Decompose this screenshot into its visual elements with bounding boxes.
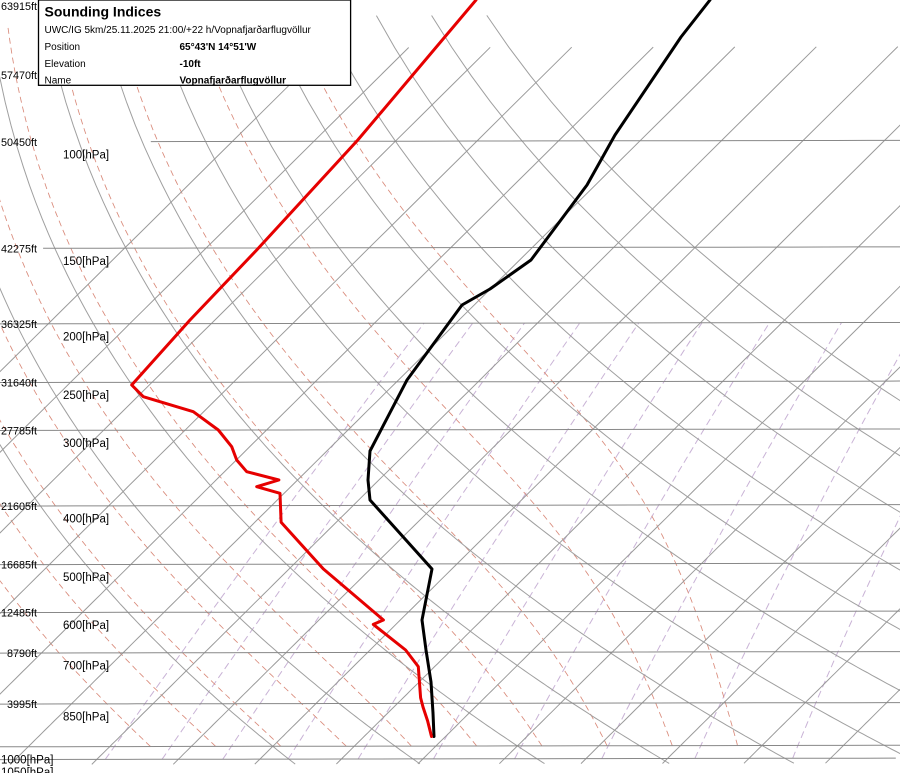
svg-text:65°43'N 14°51'W: 65°43'N 14°51'W bbox=[180, 42, 257, 53]
svg-text:UWC/IG 5km/25.11.2025 21:00/+2: UWC/IG 5km/25.11.2025 21:00/+22 h/Vopnaf… bbox=[45, 24, 312, 36]
svg-text:200[hPa]: 200[hPa] bbox=[63, 331, 109, 343]
svg-text:Position: Position bbox=[45, 42, 81, 53]
svg-text:700[hPa]: 700[hPa] bbox=[63, 661, 109, 673]
svg-text:850[hPa]: 850[hPa] bbox=[63, 712, 109, 724]
svg-text:-10ft: -10ft bbox=[180, 59, 202, 70]
svg-text:50450ft: 50450ft bbox=[1, 137, 37, 149]
svg-text:150[hPa]: 150[hPa] bbox=[63, 256, 109, 268]
svg-text:63915ft: 63915ft bbox=[1, 1, 37, 13]
svg-text:Name: Name bbox=[45, 76, 72, 87]
svg-text:1000[hPa]: 1000[hPa] bbox=[1, 754, 53, 766]
svg-text:Elevation: Elevation bbox=[45, 59, 86, 70]
svg-text:36325ft: 36325ft bbox=[1, 319, 37, 331]
svg-text:12485ft: 12485ft bbox=[1, 608, 37, 620]
svg-text:600[hPa]: 600[hPa] bbox=[63, 620, 109, 632]
svg-text:Vopnafjarðarflugvöllur: Vopnafjarðarflugvöllur bbox=[180, 75, 287, 87]
svg-text:57470ft: 57470ft bbox=[1, 70, 37, 82]
svg-text:500[hPa]: 500[hPa] bbox=[63, 572, 109, 584]
svg-text:31640ft: 31640ft bbox=[1, 378, 37, 390]
svg-text:Sounding Indices: Sounding Indices bbox=[45, 4, 162, 20]
svg-text:3995ft: 3995ft bbox=[7, 699, 37, 711]
svg-text:16685ft: 16685ft bbox=[1, 560, 37, 572]
svg-text:21605ft: 21605ft bbox=[1, 501, 37, 513]
svg-text:300[hPa]: 300[hPa] bbox=[63, 438, 109, 450]
svg-text:400[hPa]: 400[hPa] bbox=[63, 514, 109, 526]
svg-text:250[hPa]: 250[hPa] bbox=[63, 390, 109, 402]
svg-text:100[hPa]: 100[hPa] bbox=[63, 149, 109, 161]
svg-text:27785ft: 27785ft bbox=[1, 425, 37, 437]
svg-text:42275ft: 42275ft bbox=[1, 243, 37, 255]
svg-text:8790ft: 8790ft bbox=[7, 648, 37, 660]
svg-text:1050[hPa]: 1050[hPa] bbox=[1, 767, 53, 773]
